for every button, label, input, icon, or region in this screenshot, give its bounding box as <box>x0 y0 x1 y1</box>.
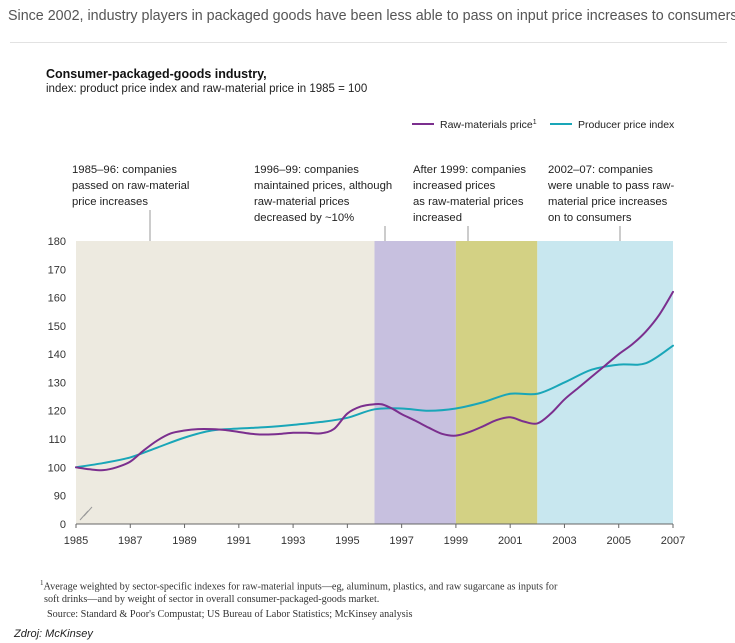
axis-break-mark <box>79 506 93 521</box>
source: Source: Standard & Poor's Compustat; US … <box>47 609 413 620</box>
y-tick-label-90: 90 <box>54 491 66 503</box>
x-tick-label-1985: 1985 <box>64 535 88 547</box>
period-annotation-2-line-2: maintained prices, although <box>254 180 392 192</box>
legend-raw-materials-label: Raw-materials price1 <box>440 119 537 131</box>
x-tick-label-1997: 1997 <box>389 535 413 547</box>
period-annotation-1-line-3: price increases <box>72 196 148 208</box>
divider <box>10 42 727 43</box>
period-band-4 <box>537 241 673 524</box>
x-tick-label-2007: 2007 <box>661 535 685 547</box>
y-tick-label-110: 110 <box>48 434 66 446</box>
y-tick-label-140: 140 <box>48 349 66 361</box>
y-tick-label-130: 130 <box>48 377 66 389</box>
footnote: 1Average weighted by sector-specific ind… <box>40 577 640 606</box>
period-annotation-2-line-1: 1996–99: companies <box>254 164 359 176</box>
producer-price-index-line <box>75 344 674 469</box>
y-tick-label-120: 120 <box>48 406 66 418</box>
period-annotation-4-line-2: were unable to pass raw- <box>547 180 674 192</box>
raw-materials-price-line <box>75 290 674 472</box>
period-annotation-4-line-4: on to consumers <box>548 212 632 224</box>
y-tick-label-170: 170 <box>48 264 66 276</box>
period-annotation-4-line-1: 2002–07: companies <box>548 164 653 176</box>
period-annotation-1-line-2: passed on raw-material <box>72 180 189 192</box>
period-annotation-3-line-4: increased <box>413 212 462 224</box>
x-tick-label-1987: 1987 <box>118 535 142 547</box>
y-tick-label-100: 100 <box>48 462 66 474</box>
period-band-2 <box>374 241 456 524</box>
chart-title: Consumer-packaged-goods industry, <box>46 67 267 81</box>
period-annotation-1-line-1: 1985–96: companies <box>72 164 177 176</box>
period-annotation-2-line-4: decreased by ~10% <box>254 212 354 224</box>
y-tick-label-160: 160 <box>48 293 66 305</box>
headline: Since 2002, industry players in packaged… <box>8 8 735 24</box>
period-band-3 <box>455 241 538 524</box>
x-tick-label-1989: 1989 <box>172 535 196 547</box>
credit: Zdroj: McKinsey <box>14 628 93 640</box>
x-tick-label-2005: 2005 <box>606 535 630 547</box>
footnote-line-2: soft drinks—and by weight of sector in o… <box>44 594 380 606</box>
period-annotation-4-line-3: material price increases <box>548 196 668 208</box>
footnote-line-1: Average weighted by sector-specific inde… <box>43 581 558 593</box>
y-tick-label-150: 150 <box>48 321 66 333</box>
x-tick-label-1999: 1999 <box>444 535 468 547</box>
period-band-1 <box>76 241 375 524</box>
x-tick-label-1995: 1995 <box>335 535 359 547</box>
period-annotation-3-line-3: as raw-material prices <box>413 196 524 208</box>
period-annotation-3-line-2: increased prices <box>413 180 496 192</box>
footnote-marker: 1 <box>40 579 44 587</box>
x-tick-label-2003: 2003 <box>552 535 576 547</box>
y-tick-label-0: 0 <box>60 519 66 531</box>
chart-subtitle: index: product price index and raw-mater… <box>46 83 368 95</box>
period-annotation-2-line-3: raw-material prices <box>254 196 350 208</box>
x-tick-label-2001: 2001 <box>498 535 522 547</box>
y-tick-label-180: 180 <box>48 236 66 248</box>
x-tick-label-1991: 1991 <box>227 535 251 547</box>
period-annotation-3-line-1: After 1999: companies <box>413 164 526 176</box>
x-tick-label-1993: 1993 <box>281 535 305 547</box>
legend-producer-price-index-label: Producer price index <box>578 119 675 131</box>
